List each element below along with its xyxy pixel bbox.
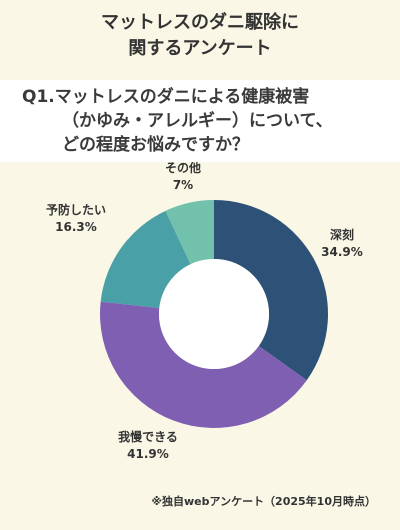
donut-slice-2 [100,301,307,428]
donut-slice-3 [100,210,191,309]
question-line-2: （かゆみ・アレルギー）について、 [62,111,333,131]
question-line-3: どの程度お悩みですか？ [62,135,249,155]
slice-value-label-3: 16.3% [55,220,97,234]
footnote: ※独自webアンケート（2025年10月時点） [151,495,376,508]
survey-title-line-2: 関するアンケート [128,38,272,59]
slice-label-2: 我慢できる [118,429,178,444]
donut-slice-4 [165,200,214,265]
survey-title: マットレスのダニ駆除に 関するアンケート [0,10,400,62]
slice-label-3: 予防したい [46,202,106,217]
question-box: Q1.マットレスのダニによる健康被害 （かゆみ・アレルギー）について、 どの程度… [0,80,400,162]
survey-title-line-1: マットレスのダニ駆除に [101,12,299,33]
slice-label-4: その他 [165,162,201,175]
slice-value-label-2: 41.9% [127,447,169,461]
slice-value-label-4: 7% [173,178,193,192]
donut-chart: 深刻 34.9% 我慢できる 41.9% 予防したい 16.3% その他 7% [46,162,363,461]
donut-slice-1 [214,200,328,381]
slice-value-label-1: 34.9% [321,245,363,259]
slice-label-1: 深刻 [330,227,354,242]
donut-hole [159,259,269,369]
question-line-1: Q1.マットレスのダニによる健康被害 [22,87,310,107]
